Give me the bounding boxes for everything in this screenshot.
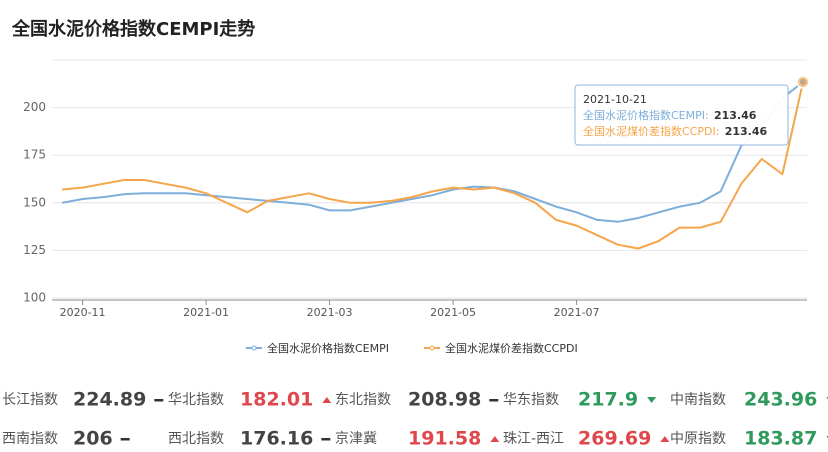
- y-tick-label: 125: [23, 243, 46, 257]
- legend-label: 全国水泥煤价差指数CCPDI: [445, 341, 578, 355]
- tooltip-series: 全国水泥煤价差指数CCPDI: [583, 124, 716, 138]
- index-name: 西南指数: [2, 431, 58, 447]
- hover-point: [796, 75, 810, 89]
- index-value: 269.69: [578, 428, 651, 450]
- index-name: 西北指数: [168, 431, 224, 447]
- tooltip-colon: :: [716, 125, 720, 138]
- trend-flat: [120, 438, 130, 441]
- legend-dot: [251, 345, 257, 351]
- trend-up: [322, 397, 332, 403]
- index-name: 长江指数: [2, 392, 58, 408]
- trend-up: [660, 436, 670, 442]
- index-value: 176.16: [240, 428, 313, 450]
- x-tick-label: 2021-03: [307, 306, 353, 319]
- index-value: 243.96: [744, 389, 817, 411]
- index-value: 217.9: [578, 389, 638, 411]
- y-tick-label: 100: [23, 291, 46, 305]
- index-name: 华北指数: [168, 392, 224, 408]
- index-value: 182.01: [240, 389, 313, 411]
- index-name: 珠江-西江: [503, 431, 564, 447]
- series-line: [61, 81, 804, 223]
- index-name: 京津冀: [335, 431, 377, 447]
- tooltip-value: 213.46: [725, 125, 768, 138]
- index-name: 中原指数: [670, 431, 726, 447]
- index-value: 224.89: [73, 389, 146, 411]
- chart-title: 全国水泥价格指数CEMPI走势: [11, 18, 255, 40]
- trend-up: [490, 436, 500, 442]
- trend-flat: [489, 399, 499, 402]
- x-tick-label: 2020-11: [60, 306, 106, 319]
- y-tick-label: 150: [23, 195, 46, 209]
- index-value: 208.98: [408, 389, 481, 411]
- index-name: 中南指数: [670, 392, 726, 408]
- y-tick-label: 175: [23, 148, 46, 162]
- trend-down: [647, 397, 657, 403]
- legend-label: 全国水泥价格指数CEMPI: [267, 341, 389, 355]
- tooltip: 2021-10-21全国水泥价格指数CEMPI:213.46全国水泥煤价差指数C…: [574, 84, 789, 146]
- tooltip-value: 213.46: [714, 109, 757, 122]
- tooltip-box: [574, 84, 789, 146]
- x-tick-label: 2021-05: [430, 306, 476, 319]
- legend-dot: [429, 345, 435, 351]
- index-value: 183.87: [744, 428, 817, 450]
- index-value: 191.58: [408, 428, 481, 450]
- index-name: 东北指数: [335, 392, 391, 408]
- y-tick-label: 200: [23, 100, 46, 114]
- tooltip-colon: :: [705, 109, 709, 122]
- series-line: [61, 81, 804, 250]
- index-value: 206: [73, 428, 113, 450]
- x-tick-label: 2021-07: [554, 306, 600, 319]
- x-tick-label: 2021-01: [183, 306, 229, 319]
- tooltip-date: 2021-10-21: [583, 93, 647, 106]
- tooltip-series: 全国水泥价格指数CEMPI: [583, 108, 705, 122]
- trend-flat: [154, 399, 164, 402]
- trend-flat: [321, 438, 331, 441]
- index-name: 华东指数: [503, 392, 559, 408]
